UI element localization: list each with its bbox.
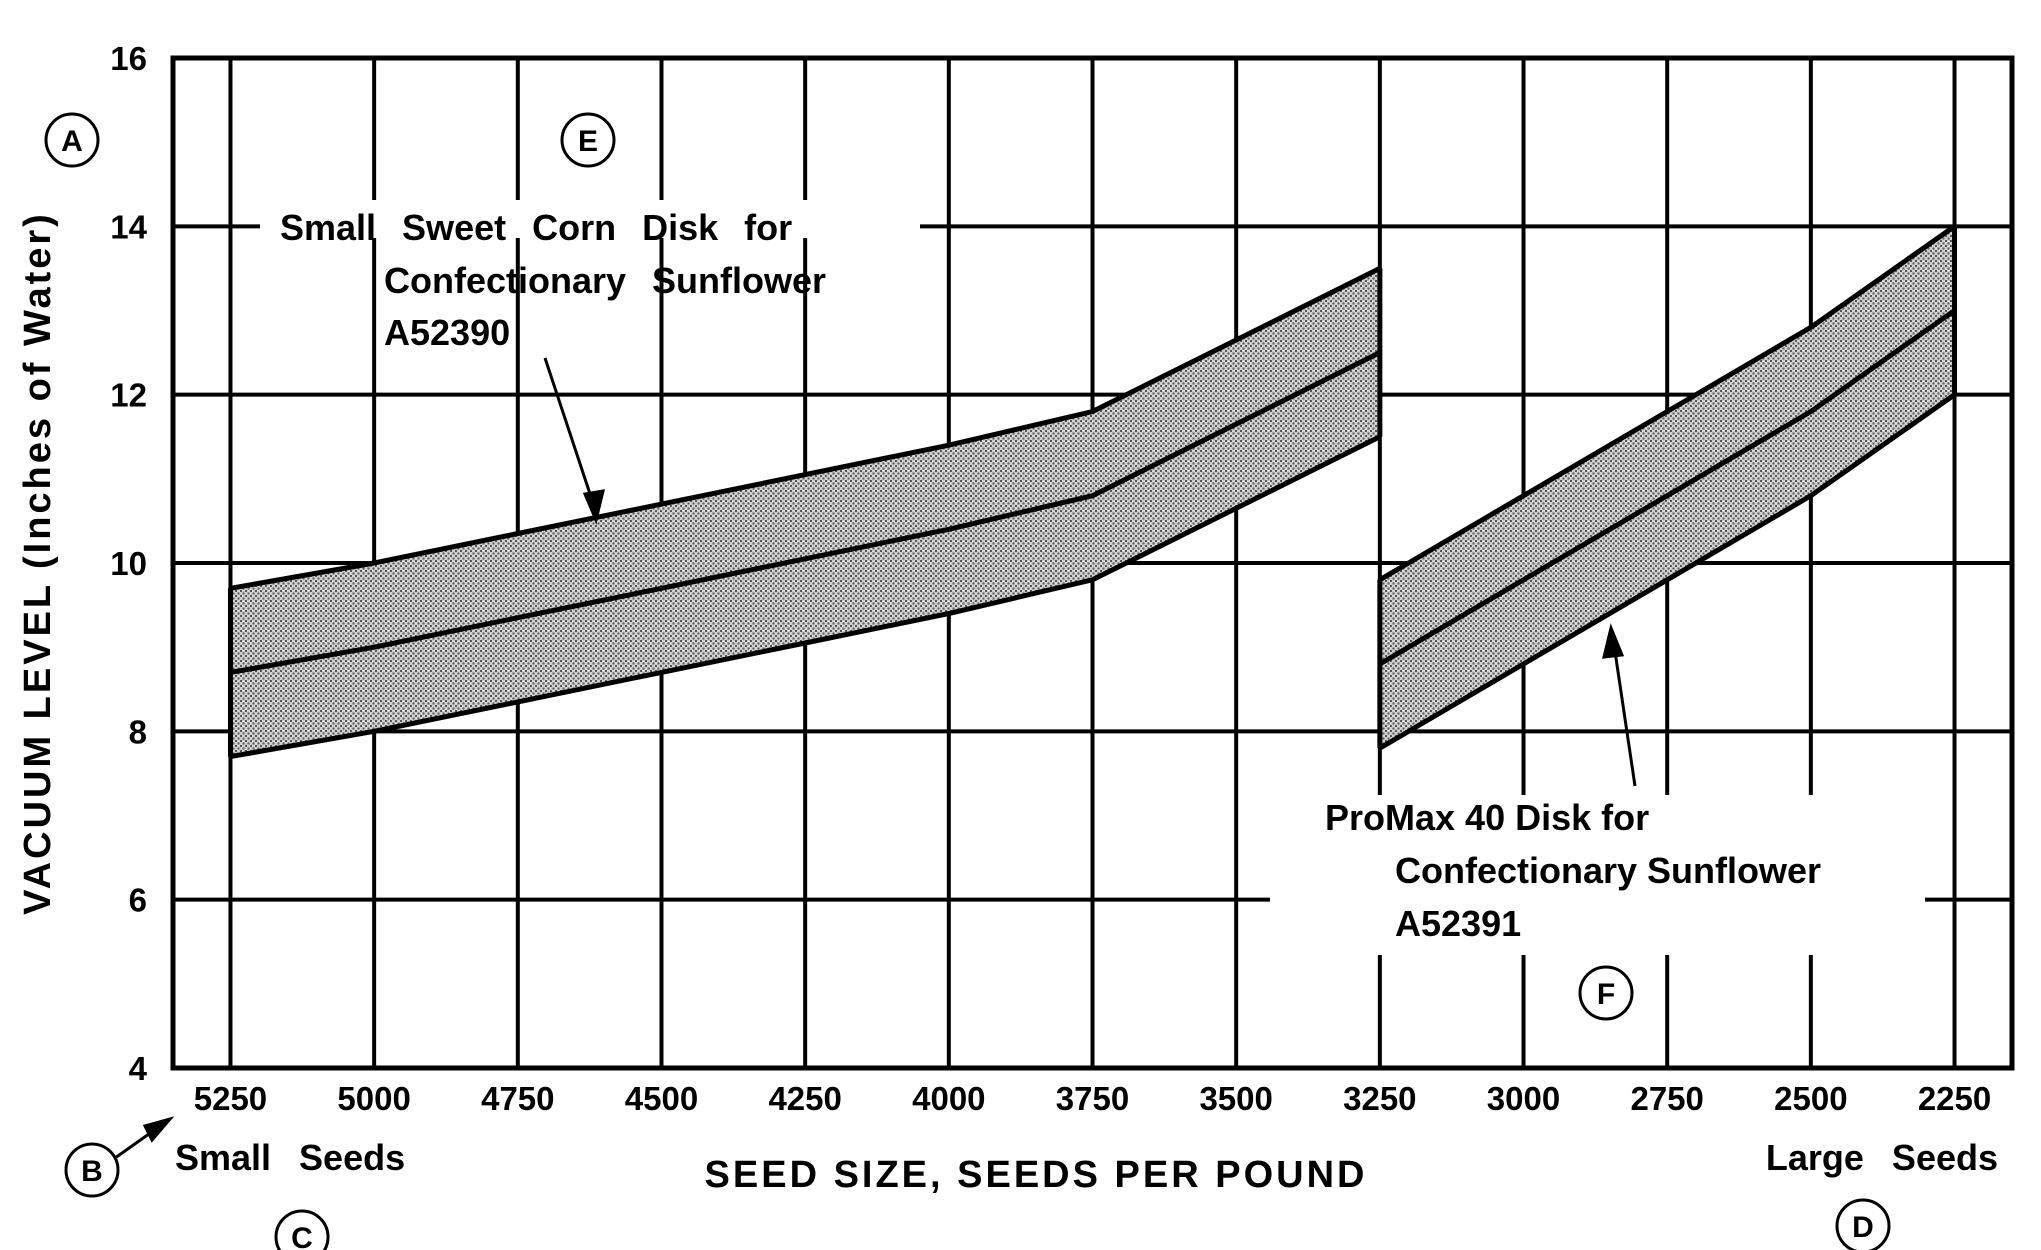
series-1-label-background: [260, 200, 920, 238]
x-tick-label-4750: 4750: [481, 1080, 554, 1117]
callout-b-circle: [64, 1142, 120, 1198]
series-1-label-line-3: A52390: [384, 312, 510, 353]
callout-c: C: [274, 1209, 330, 1250]
leader-arrows: [114, 357, 1637, 1160]
series-2-label-background: [1270, 795, 1925, 955]
callout-b-arrowhead: [142, 1116, 175, 1143]
y-tick-label-14: 14: [110, 208, 147, 245]
x-tick-label-3500: 3500: [1199, 1080, 1272, 1117]
callout-a: A: [44, 112, 100, 168]
y-axis-title: VACUUM LEVEL (Inches of Water): [17, 211, 59, 915]
series-1-band: [230, 268, 1380, 757]
series-1-mid-line: [230, 350, 1381, 675]
y-tick-label-6: 6: [129, 882, 147, 919]
callout-b-letter: B: [81, 1155, 103, 1188]
x-tick-label-3750: 3750: [1056, 1080, 1129, 1117]
callout-e-letter: E: [578, 125, 598, 158]
y-tick-label-12: 12: [110, 377, 147, 414]
series-2-label: ProMax 40 Disk for Confectionary Sunflow…: [1325, 797, 1821, 944]
tick-labels: 5250 5000 4750 4500 4250 4000 3750 3500 3250 3000…: [110, 40, 1991, 1117]
series-2-arrowhead: [1602, 623, 1625, 659]
label-backgrounds: [260, 200, 1925, 955]
series-2-mid-line: [1378, 308, 1956, 667]
y-tick-label-8: 8: [129, 713, 147, 750]
x-tick-label-5000: 5000: [337, 1080, 410, 1117]
callout-d-letter: D: [1852, 1211, 1874, 1244]
x-tick-label-3000: 3000: [1487, 1080, 1560, 1117]
callout-c-circle: [274, 1209, 330, 1250]
series-2-label-line-3: A52391: [1395, 903, 1521, 944]
callout-e: E: [560, 112, 616, 168]
series-1-label: Small Sweet Corn Disk for Confectionary …: [280, 207, 826, 353]
series-1-leader: [543, 357, 598, 513]
x-tick-label-4500: 4500: [625, 1080, 698, 1117]
x-tick-label-3250: 3250: [1343, 1080, 1416, 1117]
series-1-label-line-2: Confectionary Sunflower: [384, 260, 826, 301]
callout-f: F: [1578, 965, 1634, 1021]
series-1-label-line-1: Small Sweet Corn Disk for: [280, 207, 792, 248]
callout-f-letter: F: [1597, 978, 1615, 1011]
x-tick-label-2500: 2500: [1774, 1080, 1847, 1117]
callout-c-letter: C: [291, 1222, 313, 1250]
large-seeds-label: Large Seeds: [1766, 1137, 1998, 1178]
callout-d-circle: [1835, 1198, 1891, 1250]
series-2-upper-line: [1378, 224, 1956, 582]
callout-a-letter: A: [61, 125, 83, 158]
y-tick-label-4: 4: [129, 1050, 148, 1087]
y-tick-label-16: 16: [110, 40, 147, 77]
y-tick-label-10: 10: [110, 545, 147, 582]
x-tick-label-2750: 2750: [1630, 1080, 1703, 1117]
x-tick-label-4000: 4000: [912, 1080, 985, 1117]
callout-f-circle: [1578, 965, 1634, 1021]
x-axis-title: SEED SIZE, SEEDS PER POUND: [705, 1154, 1368, 1196]
callout-d: D: [1835, 1198, 1891, 1250]
series-2-leader: [1611, 637, 1637, 787]
series-2-label-line-2: Confectionary Sunflower: [1395, 850, 1821, 891]
series-1-lower-line: [230, 434, 1381, 760]
callout-b: B: [64, 1142, 120, 1198]
x-tick-label-2250: 2250: [1918, 1080, 1991, 1117]
small-seeds-label: Small Seeds: [175, 1137, 405, 1178]
callout-a-circle: [44, 112, 100, 168]
series-2-band: [1379, 226, 1955, 749]
x-tick-label-4250: 4250: [768, 1080, 841, 1117]
series-2-lower-line: [1378, 392, 1956, 751]
data-bands: [227, 224, 1958, 760]
series-1-upper-line: [230, 266, 1381, 591]
callout-e-circle: [560, 112, 616, 168]
plot-frame: [170, 55, 2015, 1071]
series-1-arrowhead: [582, 489, 605, 525]
x-tick-label-5250: 5250: [194, 1080, 267, 1117]
series-2-label-line-1: ProMax 40 Disk for: [1325, 797, 1649, 838]
